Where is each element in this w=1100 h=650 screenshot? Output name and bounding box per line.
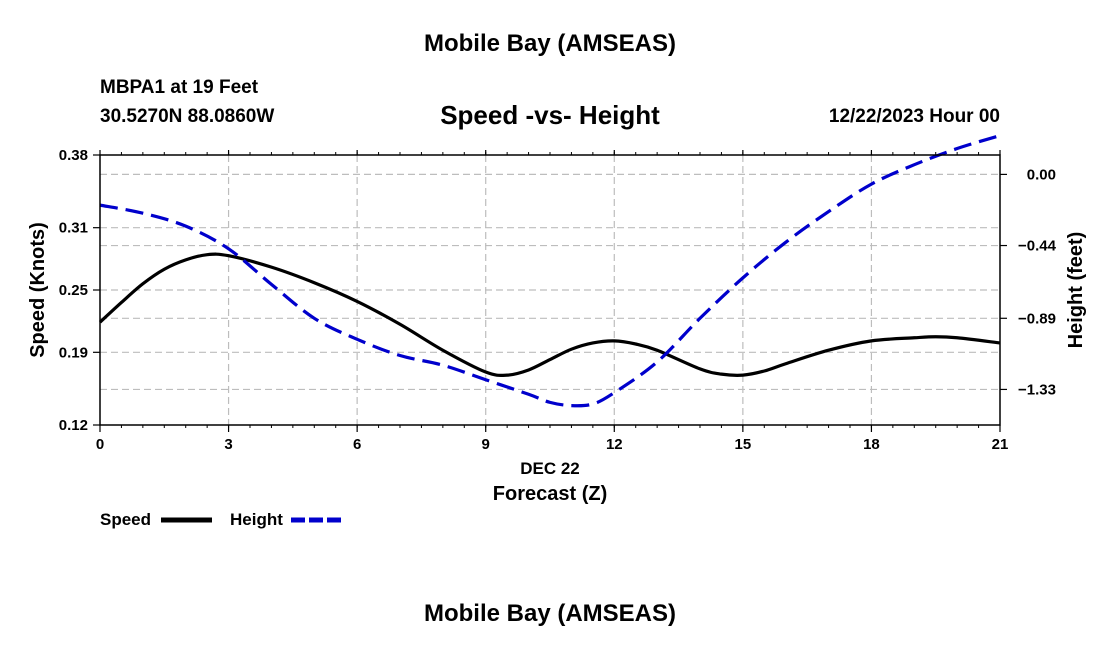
x-tick-label: 0 (96, 436, 104, 453)
x-tick-label: 6 (353, 436, 361, 453)
x-axis-label: Forecast (Z) (493, 483, 607, 505)
y2-tick-label: −1.33 (1018, 381, 1056, 398)
y2-tick-label: −0.44 (1018, 238, 1057, 255)
x-date-label: DEC 22 (520, 459, 580, 478)
y2-axis-label: Height (feet) (1065, 232, 1087, 349)
y-tick-label: 0.25 (59, 282, 88, 299)
forecast-datetime: 12/22/2023 Hour 00 (828, 106, 1000, 127)
height-series-line (99, 134, 1001, 408)
y-axis-label: Speed (Knots) (27, 222, 49, 358)
legend-speed-label: Speed (100, 510, 151, 529)
coordinates-label: 30.5270N 88.0860W (100, 106, 275, 127)
bottom-title: Mobile Bay (AMSEAS) (423, 600, 677, 627)
x-tick-label: 18 (863, 436, 880, 453)
y2-tick-label: 0.00 (1027, 166, 1056, 183)
y2-tick-label: −0.89 (1018, 310, 1056, 327)
series-layer (98, 134, 1001, 408)
x-tick-label: 9 (482, 436, 490, 453)
speed-series-line (98, 252, 1001, 378)
grid (100, 155, 1000, 425)
chart-subtitle: Speed -vs- Height (440, 100, 660, 130)
legend-height-label: Height (230, 510, 283, 529)
axes: 0 3 6 9 12 15 18 21 0.38 0.31 0.25 0.19 0.12 0.00 −0.4… (59, 147, 1057, 453)
y-tick-label: 0.38 (59, 147, 88, 164)
station-label: MBPA1 at 19 Feet (100, 77, 259, 98)
y-tick-label: 0.12 (59, 417, 88, 434)
y-tick-label: 0.31 (59, 220, 88, 237)
x-tick-label: 15 (735, 436, 752, 453)
y-tick-label: 0.19 (59, 344, 88, 361)
x-tick-label: 3 (224, 436, 232, 453)
legend: Speed Height (100, 510, 342, 529)
top-title: Mobile Bay (AMSEAS) (423, 30, 677, 57)
x-tick-label: 12 (606, 436, 623, 453)
x-tick-label: 21 (992, 436, 1009, 453)
